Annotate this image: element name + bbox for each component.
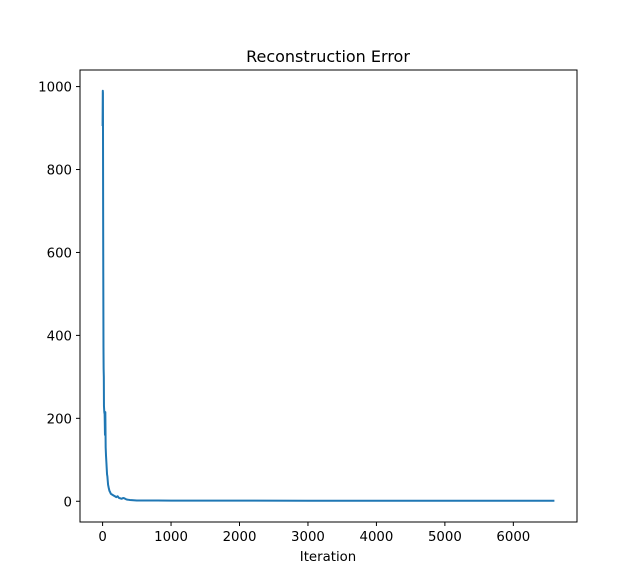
y-tick-label: 0: [64, 495, 72, 510]
axes-frame: [79, 69, 578, 523]
x-tick-label: 2000: [223, 530, 257, 545]
x-tick-label: 4000: [359, 530, 393, 545]
y-tick-label: 200: [47, 412, 72, 427]
y-tick-label: 800: [47, 164, 72, 179]
chart-title: Reconstruction Error: [246, 47, 410, 66]
x-tick-label: 3000: [291, 530, 325, 545]
plot-area: [101, 89, 555, 502]
x-tick-label: 1000: [154, 530, 188, 545]
x-axis-ticks: 0 1000 2000 3000 4000 5000 6000: [98, 522, 530, 545]
y-tick-label: 400: [47, 329, 72, 344]
series-line-0: [101, 89, 555, 502]
x-tick-label: 5000: [428, 530, 462, 545]
y-axis-ticks: 0 200 400 600 800 1000: [38, 81, 80, 510]
x-tick-label: 6000: [496, 530, 530, 545]
x-axis-label: Iteration: [300, 550, 356, 565]
y-tick-label: 1000: [38, 81, 72, 96]
y-tick-label: 600: [47, 246, 72, 261]
x-tick-label: 0: [98, 530, 106, 545]
